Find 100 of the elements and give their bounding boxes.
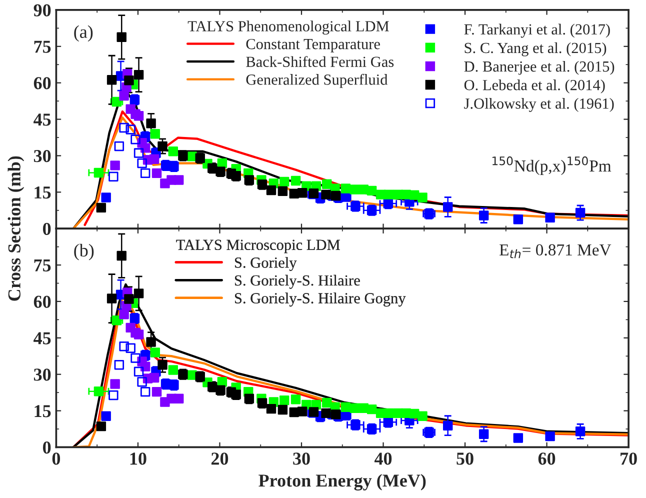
point bbox=[146, 118, 156, 128]
y-tick-label: 60 bbox=[34, 296, 51, 308]
point bbox=[158, 360, 168, 370]
legend-label: D. Banerjee et al. (2015) bbox=[464, 60, 614, 75]
point bbox=[266, 185, 276, 196]
point bbox=[442, 420, 453, 430]
point bbox=[150, 128, 160, 139]
point bbox=[513, 433, 524, 443]
point bbox=[231, 390, 241, 400]
point bbox=[134, 366, 144, 377]
point bbox=[126, 124, 136, 134]
legend-label: S. Goriely-S. Hilaire Gogny bbox=[234, 292, 406, 307]
y-tick-label: 0 bbox=[43, 441, 51, 454]
point bbox=[545, 212, 555, 223]
point bbox=[244, 175, 254, 185]
point bbox=[340, 402, 351, 412]
point bbox=[418, 192, 428, 202]
point bbox=[278, 404, 288, 415]
point bbox=[108, 172, 118, 182]
y-tick-label: 60 bbox=[34, 77, 51, 90]
legend-label: F. Tarkanyi et al. (2017) bbox=[464, 24, 610, 38]
point bbox=[116, 32, 126, 42]
point bbox=[279, 395, 290, 406]
point bbox=[257, 180, 268, 190]
y-tick-label: 75 bbox=[34, 259, 51, 272]
point bbox=[108, 390, 118, 400]
point bbox=[119, 342, 129, 352]
point bbox=[146, 337, 156, 347]
point bbox=[418, 411, 428, 421]
y-tick-label: 30 bbox=[34, 150, 51, 162]
point bbox=[266, 404, 276, 414]
legend-label: O. Lebeda et al. (2014) bbox=[464, 79, 605, 94]
point bbox=[140, 168, 150, 178]
legend-label: Back-Shifted Fermi Gas bbox=[246, 56, 394, 67]
point bbox=[134, 111, 144, 121]
y-tick-label: 75 bbox=[34, 40, 51, 53]
point bbox=[575, 208, 586, 218]
point bbox=[137, 377, 147, 387]
point bbox=[114, 141, 124, 152]
point bbox=[130, 353, 140, 363]
point bbox=[140, 143, 150, 153]
point bbox=[106, 294, 117, 304]
annotation: E$_{th}$= 0.871 MeV bbox=[500, 244, 612, 258]
legend-label: Constant Temparature bbox=[246, 38, 380, 52]
point bbox=[130, 134, 140, 144]
point bbox=[101, 411, 111, 421]
point bbox=[119, 309, 129, 320]
x-tick-label: 20 bbox=[211, 452, 228, 465]
point bbox=[257, 398, 268, 408]
point bbox=[478, 429, 489, 439]
point bbox=[149, 154, 160, 164]
y-tick-label: 30 bbox=[34, 368, 51, 381]
y-tick-label: 45 bbox=[34, 332, 51, 344]
point bbox=[124, 76, 134, 86]
point bbox=[297, 188, 308, 198]
point bbox=[152, 168, 162, 178]
x-tick-label: 10 bbox=[130, 452, 146, 465]
point bbox=[124, 294, 134, 304]
point bbox=[126, 343, 136, 353]
point bbox=[174, 175, 184, 185]
point bbox=[350, 403, 360, 413]
legend-label: Generalized Superfluid bbox=[246, 74, 388, 88]
point bbox=[168, 365, 178, 375]
point bbox=[383, 198, 394, 208]
point bbox=[340, 184, 351, 194]
x-tick-label: 0 bbox=[52, 452, 60, 465]
point bbox=[106, 75, 117, 85]
y-tick-label: 0 bbox=[43, 222, 51, 236]
point bbox=[110, 379, 120, 389]
point bbox=[231, 171, 241, 181]
point bbox=[350, 184, 360, 194]
point bbox=[383, 417, 394, 428]
point bbox=[110, 160, 120, 170]
point bbox=[119, 90, 129, 101]
point bbox=[94, 168, 104, 178]
annotation: $^{150}$Nd(p,x)$^{150}$Pm bbox=[492, 156, 612, 176]
point bbox=[134, 70, 144, 80]
point bbox=[114, 360, 124, 370]
point bbox=[140, 362, 150, 372]
legend-title: TALYS Phenomenological LDM bbox=[188, 20, 389, 35]
point bbox=[152, 386, 162, 397]
point bbox=[244, 394, 254, 404]
point bbox=[149, 372, 160, 383]
point bbox=[409, 190, 420, 200]
point bbox=[134, 330, 144, 340]
point bbox=[366, 186, 377, 196]
point bbox=[101, 192, 111, 202]
y-axis-title: Cross Section (mb) bbox=[8, 156, 24, 301]
annotation: (a) bbox=[74, 25, 93, 42]
legend-label: S. Goriely bbox=[234, 257, 297, 271]
point bbox=[478, 210, 489, 220]
point bbox=[393, 190, 403, 200]
point bbox=[513, 214, 524, 224]
point bbox=[545, 431, 555, 442]
point bbox=[366, 404, 377, 414]
annotation: (b) bbox=[74, 244, 94, 260]
point bbox=[289, 188, 299, 198]
point bbox=[297, 406, 308, 416]
x-tick-label: 50 bbox=[456, 452, 474, 465]
point bbox=[116, 250, 126, 261]
